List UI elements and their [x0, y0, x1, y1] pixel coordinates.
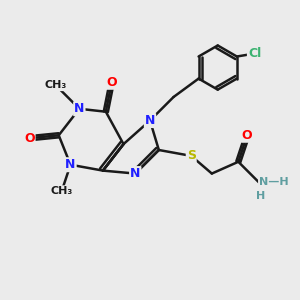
Text: CH₃: CH₃ — [45, 80, 67, 90]
Text: N: N — [65, 158, 76, 171]
Text: Cl: Cl — [248, 47, 261, 60]
Text: N: N — [130, 167, 140, 180]
Text: N: N — [145, 114, 155, 127]
Text: S: S — [187, 149, 196, 162]
Text: CH₃: CH₃ — [50, 186, 73, 196]
Text: N—H: N—H — [259, 177, 289, 188]
Text: O: O — [106, 76, 117, 89]
Text: H: H — [256, 190, 265, 201]
Text: O: O — [242, 129, 253, 142]
Text: N: N — [74, 102, 85, 115]
Text: O: O — [24, 132, 34, 145]
